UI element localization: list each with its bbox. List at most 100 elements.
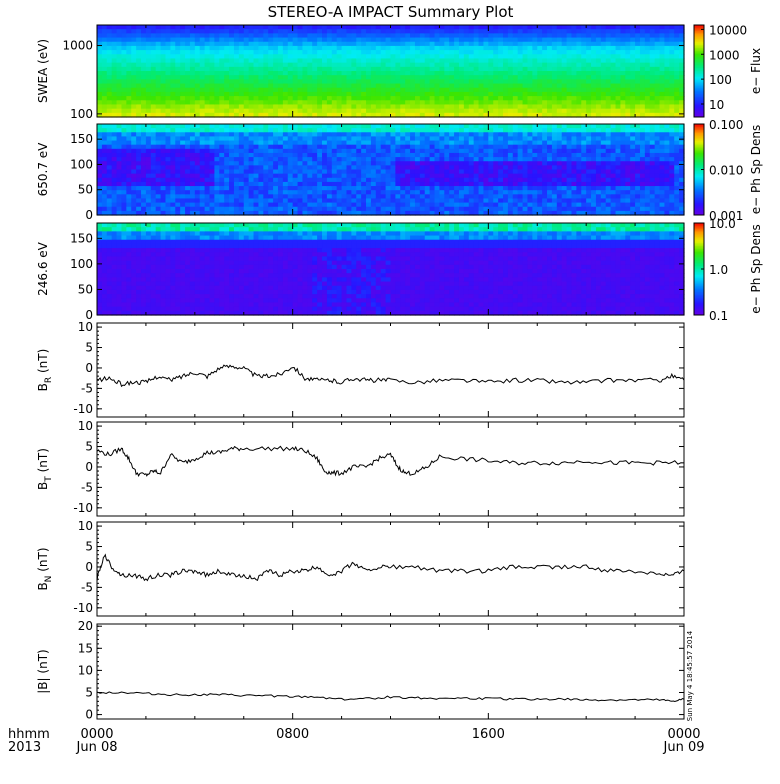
heatmap-cell: [312, 165, 317, 170]
heatmap-cell: [351, 96, 356, 101]
heatmap-cell: [557, 42, 562, 47]
heatmap-cell: [591, 84, 596, 89]
heatmap-cell: [439, 54, 444, 59]
heatmap-cell: [327, 96, 332, 101]
heatmap-cell: [210, 194, 215, 199]
heatmap-cell: [366, 109, 371, 114]
heatmap-cell: [376, 42, 381, 47]
heatmap-cell: [317, 178, 322, 183]
heatmap-cell: [351, 149, 356, 154]
heatmap-cell: [518, 198, 523, 203]
heatmap-cell: [483, 75, 488, 80]
heatmap-cell: [117, 46, 122, 51]
heatmap-cell: [527, 161, 532, 166]
heatmap-cell: [645, 29, 650, 34]
heatmap-cell: [464, 42, 469, 47]
heatmap-cell: [224, 145, 229, 150]
heatmap-cell: [263, 42, 268, 47]
heatmap-cell: [268, 198, 273, 203]
heatmap-cell: [542, 161, 547, 166]
heatmap-cell: [126, 84, 131, 89]
heatmap-cell: [430, 153, 435, 158]
heatmap-cell: [493, 132, 498, 137]
heatmap-cell: [175, 79, 180, 84]
heatmap-cell: [117, 136, 122, 141]
heatmap-cell: [356, 104, 361, 109]
heatmap-cell: [229, 165, 234, 170]
heatmap-cell: [635, 63, 640, 68]
heatmap-cell: [180, 145, 185, 150]
heatmap-cell: [518, 207, 523, 212]
heatmap-cell: [293, 194, 298, 199]
heatmap-cell: [317, 50, 322, 55]
heatmap-cell: [439, 75, 444, 80]
heatmap-cell: [435, 128, 440, 133]
heatmap-cell: [190, 42, 195, 47]
heatmap-cell: [405, 174, 410, 179]
heatmap-cell: [322, 194, 327, 199]
heatmap-cell: [175, 50, 180, 55]
heatmap-cell: [141, 63, 146, 68]
heatmap-cell: [180, 63, 185, 68]
heatmap-cell: [547, 63, 552, 68]
heatmap-cell: [263, 84, 268, 89]
heatmap-cell: [415, 198, 420, 203]
heatmap-cell: [581, 165, 586, 170]
heatmap-cell: [488, 109, 493, 114]
heatmap-cell: [425, 88, 430, 93]
heatmap-cell: [557, 153, 562, 158]
heatmap-cell: [273, 161, 278, 166]
heatmap-cell: [591, 198, 596, 203]
heatmap-cell: [161, 25, 166, 30]
heatmap-cell: [640, 92, 645, 97]
heatmap-cell: [464, 100, 469, 105]
heatmap-cell: [366, 149, 371, 154]
heatmap-cell: [513, 42, 518, 47]
heatmap-cell: [567, 174, 572, 179]
heatmap-cell: [400, 67, 405, 72]
heatmap-cell: [400, 50, 405, 55]
heatmap-cell: [342, 145, 347, 150]
heatmap-cell: [229, 182, 234, 187]
heatmap-cell: [503, 58, 508, 63]
heatmap-cell: [483, 194, 488, 199]
heatmap-cell: [547, 165, 552, 170]
heatmap-cell: [102, 174, 107, 179]
heatmap-cell: [214, 194, 219, 199]
heatmap-cell: [425, 141, 430, 146]
heatmap-cell: [557, 84, 562, 89]
heatmap-cell: [552, 186, 557, 191]
heatmap-cell: [415, 157, 420, 162]
heatmap-cell: [346, 75, 351, 80]
heatmap-cell: [131, 182, 136, 187]
heatmap-cell: [254, 207, 259, 212]
heatmap-cell: [342, 161, 347, 166]
heatmap-cell: [498, 79, 503, 84]
heatmap-cell: [415, 109, 420, 114]
heatmap-cell: [351, 182, 356, 187]
heatmap-cell: [131, 63, 136, 68]
heatmap-cell: [112, 132, 117, 137]
heatmap-cell: [229, 63, 234, 68]
heatmap-cell: [273, 25, 278, 30]
heatmap-cell: [190, 170, 195, 175]
heatmap-cell: [180, 67, 185, 72]
heatmap-cell: [239, 153, 244, 158]
heatmap-cell: [655, 25, 660, 30]
heatmap-cell: [170, 170, 175, 175]
heatmap-cell: [567, 50, 572, 55]
heatmap-cell: [102, 54, 107, 59]
heatmap-cell: [131, 207, 136, 212]
heatmap-cell: [366, 84, 371, 89]
heatmap-cell: [244, 88, 249, 93]
heatmap-cell: [650, 58, 655, 63]
heatmap-cell: [513, 79, 518, 84]
heatmap-cell: [488, 165, 493, 170]
heatmap-cell: [562, 88, 567, 93]
heatmap-cell: [410, 88, 415, 93]
heatmap-cell: [542, 38, 547, 43]
heatmap-cell: [112, 88, 117, 93]
heatmap-cell: [376, 88, 381, 93]
heatmap-cell: [400, 46, 405, 51]
